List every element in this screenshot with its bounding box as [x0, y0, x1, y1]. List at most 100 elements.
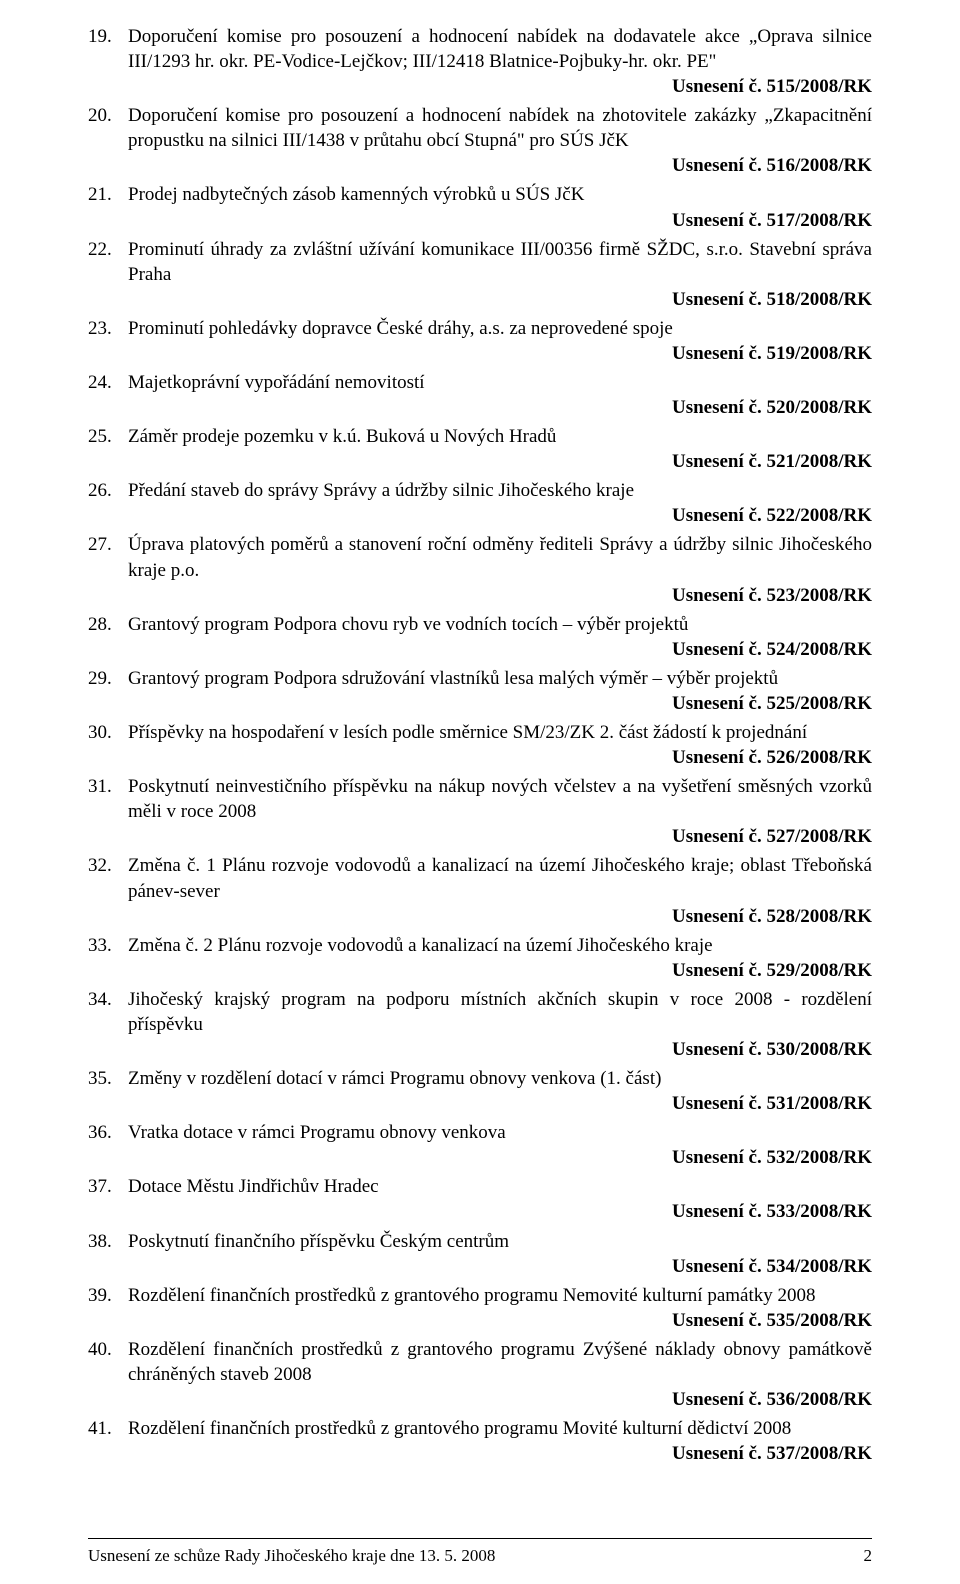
resolution-text: Doporučení komise pro posouzení a hodnoc… [128, 24, 872, 74]
resolution-text: Úprava platových poměrů a stanovení ročn… [128, 532, 872, 582]
resolution-ref: Usnesení č. 535/2008/RK [88, 1308, 872, 1333]
resolution-number: 38. [88, 1229, 128, 1254]
resolution-number: 32. [88, 853, 128, 903]
resolution-number: 27. [88, 532, 128, 582]
resolution-number: 23. [88, 316, 128, 341]
resolution-text: Předání staveb do správy Správy a údržby… [128, 478, 872, 503]
footer-divider [88, 1538, 872, 1539]
resolution-item-head: 27.Úprava platových poměrů a stanovení r… [88, 532, 872, 582]
resolution-item: 25.Záměr prodeje pozemku v k.ú. Buková u… [88, 424, 872, 474]
resolution-item-head: 20.Doporučení komise pro posouzení a hod… [88, 103, 872, 153]
resolution-number: 31. [88, 774, 128, 824]
resolution-item: 33.Změna č. 2 Plánu rozvoje vodovodů a k… [88, 933, 872, 983]
resolution-text: Změny v rozdělení dotací v rámci Program… [128, 1066, 872, 1091]
resolution-item-head: 36.Vratka dotace v rámci Programu obnovy… [88, 1120, 872, 1145]
resolution-number: 21. [88, 182, 128, 207]
resolution-ref: Usnesení č. 536/2008/RK [88, 1387, 872, 1412]
resolution-item: 41.Rozdělení finančních prostředků z gra… [88, 1416, 872, 1466]
resolution-ref: Usnesení č. 524/2008/RK [88, 637, 872, 662]
resolution-ref: Usnesení č. 533/2008/RK [88, 1199, 872, 1224]
resolution-ref: Usnesení č. 522/2008/RK [88, 503, 872, 528]
resolution-text: Poskytnutí finančního příspěvku Českým c… [128, 1229, 872, 1254]
resolution-ref: Usnesení č. 532/2008/RK [88, 1145, 872, 1170]
resolution-item-head: 26.Předání staveb do správy Správy a údr… [88, 478, 872, 503]
resolution-item: 32.Změna č. 1 Plánu rozvoje vodovodů a k… [88, 853, 872, 928]
resolution-item: 21.Prodej nadbytečných zásob kamenných v… [88, 182, 872, 232]
resolution-text: Grantový program Podpora sdružování vlas… [128, 666, 872, 691]
resolution-number: 39. [88, 1283, 128, 1308]
resolution-item: 26.Předání staveb do správy Správy a údr… [88, 478, 872, 528]
resolution-ref: Usnesení č. 523/2008/RK [88, 583, 872, 608]
resolution-ref: Usnesení č. 526/2008/RK [88, 745, 872, 770]
resolution-item: 29.Grantový program Podpora sdružování v… [88, 666, 872, 716]
resolution-item: 23.Prominutí pohledávky dopravce České d… [88, 316, 872, 366]
resolution-number: 33. [88, 933, 128, 958]
resolution-text: Změna č. 1 Plánu rozvoje vodovodů a kana… [128, 853, 872, 903]
resolution-list: 19.Doporučení komise pro posouzení a hod… [88, 24, 872, 1466]
resolution-item-head: 28.Grantový program Podpora chovu ryb ve… [88, 612, 872, 637]
resolution-ref: Usnesení č. 531/2008/RK [88, 1091, 872, 1116]
resolution-ref: Usnesení č. 516/2008/RK [88, 153, 872, 178]
resolution-text: Vratka dotace v rámci Programu obnovy ve… [128, 1120, 872, 1145]
resolution-item: 24.Majetkoprávní vypořádání nemovitostíU… [88, 370, 872, 420]
resolution-number: 24. [88, 370, 128, 395]
resolution-number: 20. [88, 103, 128, 153]
resolution-number: 25. [88, 424, 128, 449]
resolution-ref: Usnesení č. 520/2008/RK [88, 395, 872, 420]
resolution-item-head: 25.Záměr prodeje pozemku v k.ú. Buková u… [88, 424, 872, 449]
resolution-item: 31.Poskytnutí neinvestičního příspěvku n… [88, 774, 872, 849]
resolution-number: 40. [88, 1337, 128, 1387]
resolution-number: 41. [88, 1416, 128, 1441]
resolution-ref: Usnesení č. 527/2008/RK [88, 824, 872, 849]
resolution-item-head: 32.Změna č. 1 Plánu rozvoje vodovodů a k… [88, 853, 872, 903]
resolution-number: 37. [88, 1174, 128, 1199]
resolution-item-head: 23.Prominutí pohledávky dopravce České d… [88, 316, 872, 341]
resolution-text: Rozdělení finančních prostředků z granto… [128, 1337, 872, 1387]
resolution-ref: Usnesení č. 537/2008/RK [88, 1441, 872, 1466]
resolution-ref: Usnesení č. 529/2008/RK [88, 958, 872, 983]
resolution-ref: Usnesení č. 530/2008/RK [88, 1037, 872, 1062]
page-footer: Usnesení ze schůze Rady Jihočeského kraj… [88, 1538, 872, 1567]
resolution-text: Doporučení komise pro posouzení a hodnoc… [128, 103, 872, 153]
resolution-item-head: 21.Prodej nadbytečných zásob kamenných v… [88, 182, 872, 207]
resolution-item: 37.Dotace Městu Jindřichův HradecUsnesen… [88, 1174, 872, 1224]
resolution-text: Prominutí úhrady za zvláštní užívání kom… [128, 237, 872, 287]
resolution-item-head: 37.Dotace Městu Jindřichův Hradec [88, 1174, 872, 1199]
resolution-text: Poskytnutí neinvestičního příspěvku na n… [128, 774, 872, 824]
resolution-text: Dotace Městu Jindřichův Hradec [128, 1174, 872, 1199]
resolution-item-head: 41.Rozdělení finančních prostředků z gra… [88, 1416, 872, 1441]
footer-page-number: 2 [864, 1545, 873, 1567]
resolution-number: 19. [88, 24, 128, 74]
resolution-text: Grantový program Podpora chovu ryb ve vo… [128, 612, 872, 637]
resolution-number: 28. [88, 612, 128, 637]
resolution-item-head: 19.Doporučení komise pro posouzení a hod… [88, 24, 872, 74]
resolution-ref: Usnesení č. 515/2008/RK [88, 74, 872, 99]
resolution-ref: Usnesení č. 534/2008/RK [88, 1254, 872, 1279]
resolution-text: Prominutí pohledávky dopravce České dráh… [128, 316, 872, 341]
resolution-item-head: 22.Prominutí úhrady za zvláštní užívání … [88, 237, 872, 287]
resolution-ref: Usnesení č. 517/2008/RK [88, 208, 872, 233]
resolution-item: 22.Prominutí úhrady za zvláštní užívání … [88, 237, 872, 312]
resolution-item-head: 29.Grantový program Podpora sdružování v… [88, 666, 872, 691]
resolution-item-head: 33.Změna č. 2 Plánu rozvoje vodovodů a k… [88, 933, 872, 958]
resolution-item: 30.Příspěvky na hospodaření v lesích pod… [88, 720, 872, 770]
resolution-item: 19.Doporučení komise pro posouzení a hod… [88, 24, 872, 99]
resolution-number: 30. [88, 720, 128, 745]
resolution-item: 20.Doporučení komise pro posouzení a hod… [88, 103, 872, 178]
resolution-item: 40.Rozdělení finančních prostředků z gra… [88, 1337, 872, 1412]
resolution-ref: Usnesení č. 528/2008/RK [88, 904, 872, 929]
resolution-text: Příspěvky na hospodaření v lesích podle … [128, 720, 872, 745]
resolution-ref: Usnesení č. 521/2008/RK [88, 449, 872, 474]
resolution-item: 28.Grantový program Podpora chovu ryb ve… [88, 612, 872, 662]
resolution-item: 34.Jihočeský krajský program na podporu … [88, 987, 872, 1062]
resolution-item-head: 31.Poskytnutí neinvestičního příspěvku n… [88, 774, 872, 824]
resolution-ref: Usnesení č. 518/2008/RK [88, 287, 872, 312]
resolution-item-head: 34.Jihočeský krajský program na podporu … [88, 987, 872, 1037]
resolution-item-head: 30.Příspěvky na hospodaření v lesích pod… [88, 720, 872, 745]
resolution-item-head: 39.Rozdělení finančních prostředků z gra… [88, 1283, 872, 1308]
resolution-item-head: 40.Rozdělení finančních prostředků z gra… [88, 1337, 872, 1387]
resolution-number: 36. [88, 1120, 128, 1145]
resolution-item-head: 38.Poskytnutí finančního příspěvku Český… [88, 1229, 872, 1254]
resolution-text: Rozdělení finančních prostředků z granto… [128, 1283, 872, 1308]
resolution-number: 34. [88, 987, 128, 1037]
